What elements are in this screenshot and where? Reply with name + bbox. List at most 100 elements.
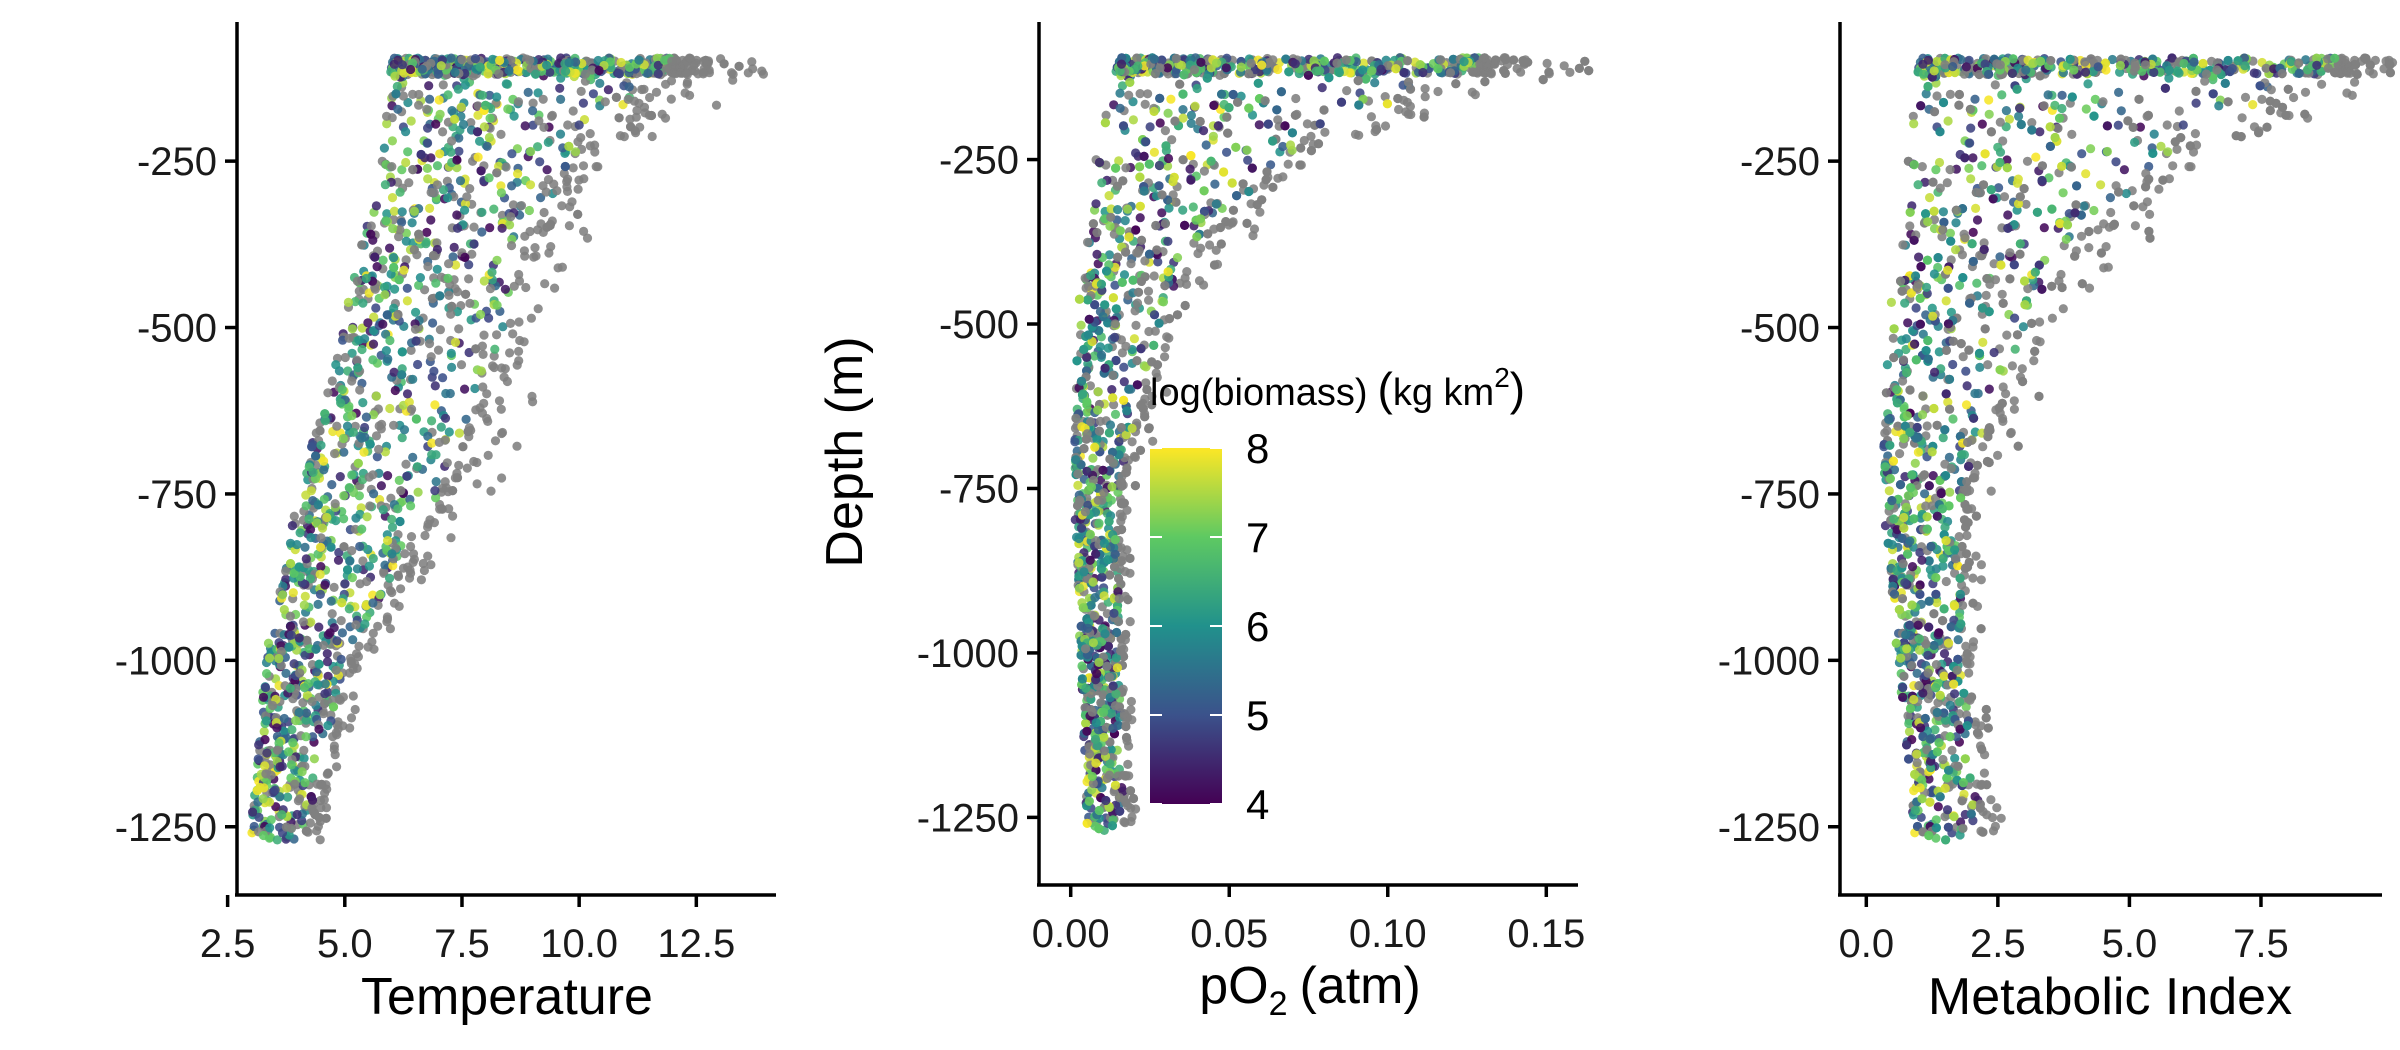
data-point: [1096, 350, 1107, 360]
data-point: [299, 745, 309, 756]
data-point: [1085, 749, 1095, 759]
data-point: [519, 246, 530, 256]
data-point: [578, 161, 589, 171]
data-point: [262, 669, 272, 679]
data-point: [1118, 176, 1128, 186]
data-point: [445, 388, 455, 399]
data-point: [1099, 746, 1110, 756]
data-point: [497, 427, 508, 438]
data-point: [1391, 64, 1401, 74]
data-point: [1094, 657, 1104, 668]
data-point: [1418, 67, 1428, 78]
data-point: [368, 553, 378, 564]
y-tick-label: -1250: [917, 796, 1019, 840]
data-point: [1104, 516, 1114, 527]
data-point: [1094, 426, 1104, 436]
data-point: [423, 551, 433, 561]
data-point: [278, 590, 288, 600]
data-point: [573, 184, 583, 194]
data-point: [310, 810, 320, 820]
data-point: [480, 100, 491, 110]
data-point: [645, 92, 655, 103]
data-point: [1199, 280, 1209, 290]
data-point: [1233, 97, 1243, 107]
data-point: [475, 309, 486, 320]
data-point: [295, 794, 305, 804]
data-point: [451, 260, 461, 270]
data-point: [285, 611, 295, 621]
data-point: [307, 795, 318, 805]
data-point: [530, 243, 540, 253]
data-point: [1120, 216, 1130, 226]
data-point: [387, 549, 397, 559]
data-point: [339, 514, 349, 524]
data-point: [489, 204, 499, 214]
data-point: [331, 665, 341, 675]
data-point: [1445, 68, 1456, 78]
data-point: [421, 239, 431, 249]
data-point: [1125, 617, 1135, 627]
data-point: [416, 149, 426, 160]
data-point: [1253, 78, 1263, 88]
data-point: [1144, 159, 1154, 169]
data-point: [1116, 499, 1127, 509]
data-point: [368, 598, 378, 608]
data-point: [534, 116, 544, 126]
data-point: [513, 169, 523, 179]
data-point: [382, 111, 392, 121]
data-point: [505, 348, 515, 358]
data-point: [1178, 105, 1188, 115]
data-point: [387, 522, 398, 532]
data-point: [279, 605, 289, 615]
data-point: [1480, 77, 1490, 87]
temperature-panel: 2.5 5.0 7.5 10.0 12.5 -250-500-750-1000-1250…: [115, 22, 776, 1026]
data-point: [430, 381, 440, 391]
data-point: [317, 523, 328, 533]
data-point: [382, 119, 392, 129]
data-point: [1141, 137, 1151, 147]
data-point: [1257, 195, 1267, 205]
data-point: [432, 238, 442, 248]
data-point: [594, 65, 604, 76]
data-point: [289, 659, 299, 669]
data-point: [407, 218, 417, 228]
data-point: [1154, 160, 1165, 171]
data-point: [301, 732, 311, 742]
data-point: [355, 385, 365, 395]
data-point: [255, 782, 265, 793]
data-point: [1124, 741, 1134, 751]
data-point: [283, 792, 293, 802]
data-point: [343, 565, 353, 575]
data-point: [426, 215, 436, 225]
data-point: [1419, 112, 1429, 122]
data-point: [1402, 97, 1412, 107]
data-point: [371, 431, 382, 441]
data-point: [390, 385, 400, 396]
data-point: [387, 193, 398, 203]
data-point: [317, 779, 327, 790]
data-point: [504, 65, 514, 75]
data-point: [345, 723, 355, 733]
data-point: [1133, 287, 1144, 297]
data-point: [408, 374, 418, 384]
data-point: [258, 830, 269, 841]
data-point: [634, 98, 644, 108]
data-point: [382, 614, 393, 624]
metabolic-index-panel: 0.0 2.5 5.0 7.5 -250-500-750-1000-1250 Meta…: [1718, 22, 2398, 1026]
x-tick-label: 10.0: [540, 922, 618, 966]
data-point: [464, 423, 474, 433]
data-point: [315, 569, 325, 580]
data-point: [1107, 482, 1117, 492]
data-point: [423, 174, 433, 184]
data-point: [1178, 205, 1188, 215]
data-point: [1284, 67, 1294, 77]
data-point: [1238, 179, 1248, 189]
data-point: [345, 556, 355, 566]
data-point: [1376, 64, 1386, 74]
data-point: [1127, 812, 1137, 822]
data-point: [1467, 87, 1477, 97]
data-point: [307, 660, 317, 670]
data-point: [391, 89, 401, 99]
data-point: [258, 794, 268, 804]
data-point: [1186, 151, 1196, 161]
